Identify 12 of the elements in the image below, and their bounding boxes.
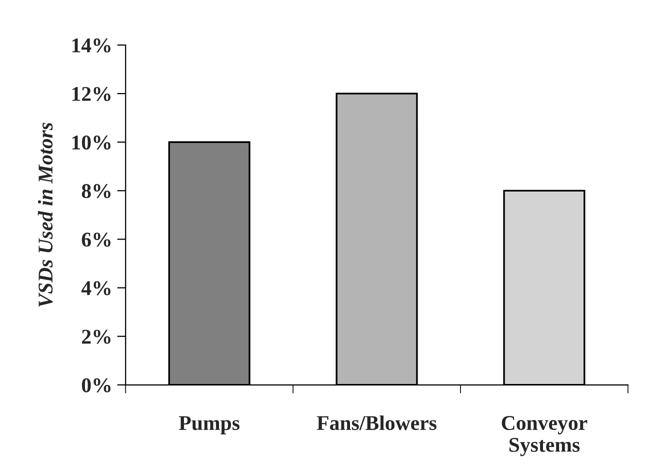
- y-axis-title: VSDs Used in Motors: [38, 122, 53, 307]
- x-tick-label: Conveyor Systems: [502, 416, 588, 456]
- y-tick-label: 12%: [72, 86, 110, 102]
- x-tick-label: Fans/Blowers: [316, 415, 436, 430]
- y-tick-label: 2%: [82, 330, 110, 344]
- y-tick-label: 6%: [82, 232, 110, 247]
- y-tick-label: 0%: [82, 378, 110, 392]
- y-tick-label: 4%: [81, 281, 110, 296]
- x-tick-label: Pumps: [178, 416, 240, 434]
- y-tick-label: 14%: [72, 38, 110, 53]
- y-tick-label: 10%: [72, 136, 110, 150]
- y-tick-label: 8%: [82, 184, 110, 198]
